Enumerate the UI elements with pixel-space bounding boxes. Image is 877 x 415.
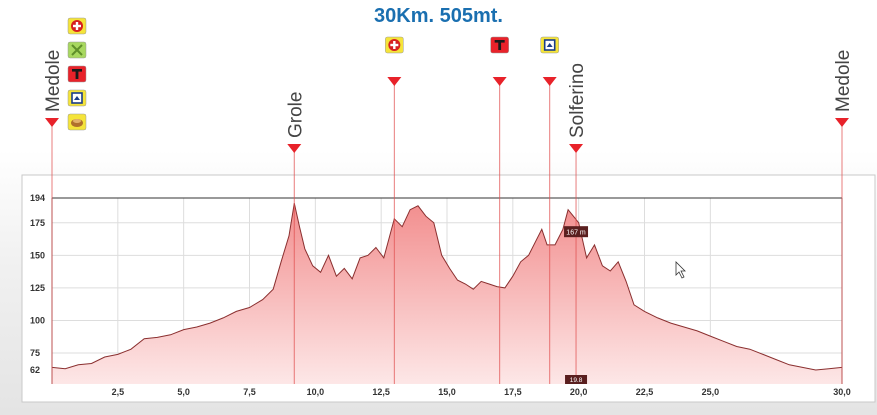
y-tick-label: 75 (30, 348, 40, 358)
poi-label: Grole (285, 92, 306, 138)
x-tick-label: 10,0 (307, 387, 325, 397)
x-tick-label: 15,0 (438, 387, 456, 397)
y-tick-label: 194 (30, 193, 45, 203)
cursor-distance-label: 19.8 (570, 377, 583, 384)
poi-marker (835, 118, 849, 127)
x-tick-label: 5,0 (177, 387, 190, 397)
food-icon-dish (73, 119, 81, 123)
tools-icon-stroke-b (71, 44, 83, 56)
x-tick-label: 12,5 (372, 387, 390, 397)
t-sign-icon-stem (498, 40, 502, 50)
poi-label: Medole (43, 50, 64, 112)
poi-marker (45, 118, 59, 127)
cursor-elevation-label: 167 m (566, 230, 586, 237)
x-tick-label: 7,5 (243, 387, 256, 397)
elevation-line (51, 203, 843, 371)
x-tick-label: 20,0 (570, 387, 588, 397)
y-tick-label: 62 (30, 365, 40, 375)
poi-marker (287, 144, 302, 153)
poi-marker (569, 144, 584, 153)
y-tick-label: 125 (30, 283, 45, 293)
x-tick-label: 2,5 (112, 387, 125, 397)
poi-marker (387, 77, 402, 86)
red-cross-icon-bar-v (75, 22, 79, 30)
chart-title: 30Km. 505mt. (374, 5, 503, 27)
poi-label: Medole (833, 50, 854, 112)
x-tick-label: 30,0 (833, 387, 851, 397)
red-cross-icon-bar-v (393, 41, 396, 49)
x-tick-label: 22,5 (636, 387, 654, 397)
cursor-distance-tag (565, 375, 588, 384)
y-tick-label: 150 (30, 250, 45, 260)
y-tick-label: 100 (30, 315, 45, 325)
mouse-pointer-icon (675, 261, 686, 279)
elevation-area (52, 203, 842, 384)
cursor-elevation-tag (564, 226, 589, 238)
poi-marker (542, 77, 557, 86)
poi-label: Solferino (567, 63, 588, 138)
y-tick-label: 175 (30, 218, 45, 228)
t-sign-icon-stem (75, 69, 79, 79)
poi-marker (492, 77, 507, 86)
x-tick-label: 17,5 (504, 387, 522, 397)
house-icon-roof (546, 43, 553, 47)
house-icon-roof (74, 96, 80, 100)
x-tick-label: 25,0 (702, 387, 720, 397)
